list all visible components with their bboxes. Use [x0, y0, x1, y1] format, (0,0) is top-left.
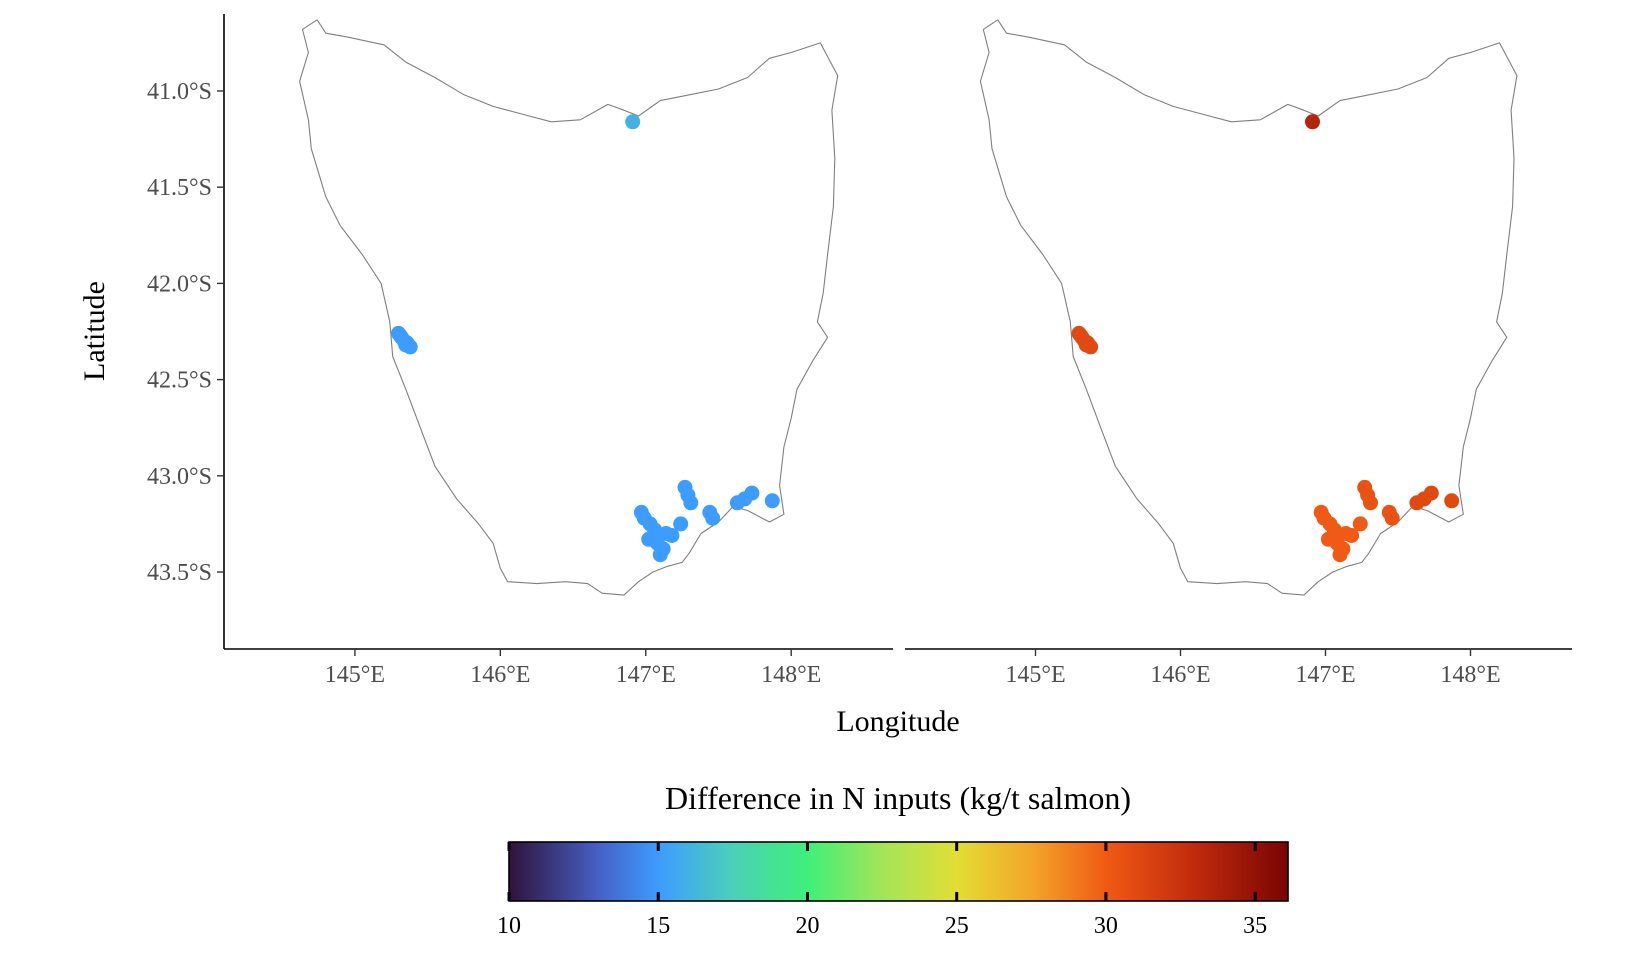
farm-point [1305, 114, 1320, 130]
y-tick-label: 42.0°S [147, 271, 212, 297]
farm-point [683, 495, 699, 511]
colorbar-tick-label: 10 [497, 913, 521, 939]
farm-point [652, 547, 668, 563]
x-axis-right: 145°E 146°E 147°E 148°E [905, 648, 1572, 688]
x-tick-label: 147°E [1295, 662, 1355, 688]
x-tick-label: 147°E [616, 662, 676, 688]
x-axis-title: Longitude [836, 705, 959, 738]
colorbar-tick-label: 30 [1094, 913, 1118, 939]
y-axis: 41.0°S 41.5°S 42.0°S 42.5°S 43.0°S 43.5°S [147, 14, 225, 649]
colorbar [508, 841, 1289, 902]
colorbar-tick-label: 15 [646, 913, 670, 939]
x-tick-label: 145°E [1005, 662, 1065, 688]
farm-point [1332, 547, 1348, 563]
farm-point [625, 114, 641, 130]
farm-point [705, 510, 721, 526]
y-axis-title: Latitude [78, 281, 111, 381]
map-panel-left [299, 19, 839, 596]
y-tick-label: 43.0°S [147, 464, 212, 490]
legend-title: Difference in N inputs (kg/t salmon) [665, 780, 1131, 816]
farm-point [1384, 510, 1400, 526]
x-tick-label: 145°E [325, 662, 385, 688]
farm-point [764, 493, 780, 509]
x-axis-left: 145°E 146°E 147°E 148°E [224, 648, 893, 688]
farm-point [664, 528, 680, 543]
colorbar-ticks: 10 15 20 25 30 35 [497, 842, 1267, 939]
farm-point [1078, 337, 1094, 353]
farm-point [1444, 493, 1460, 509]
colorbar-tick-label: 25 [945, 913, 969, 939]
farm-point [1352, 516, 1368, 532]
farm-point [1423, 485, 1439, 501]
x-tick-label: 146°E [470, 662, 530, 688]
farm-point [744, 485, 760, 501]
farm-point [398, 337, 414, 353]
colorbar-tick-label: 20 [795, 913, 819, 939]
color-legend: Difference in N inputs (kg/t salmon) 10 1… [497, 780, 1289, 939]
farm-point [673, 516, 689, 532]
map-panel-right [979, 19, 1518, 596]
farm-point [1363, 495, 1378, 511]
farm-point [1344, 528, 1360, 543]
y-tick-label: 41.5°S [147, 175, 212, 201]
x-tick-label: 148°E [1440, 662, 1500, 688]
y-tick-label: 42.5°S [147, 368, 212, 394]
x-tick-label: 148°E [761, 662, 821, 688]
x-tick-label: 146°E [1150, 662, 1210, 688]
y-tick-label: 43.5°S [147, 560, 212, 586]
tasmania-coastline [299, 19, 839, 596]
y-tick-label: 41.0°S [147, 79, 212, 105]
colorbar-tick-label: 35 [1243, 913, 1267, 939]
tasmania-coastline [979, 19, 1518, 596]
